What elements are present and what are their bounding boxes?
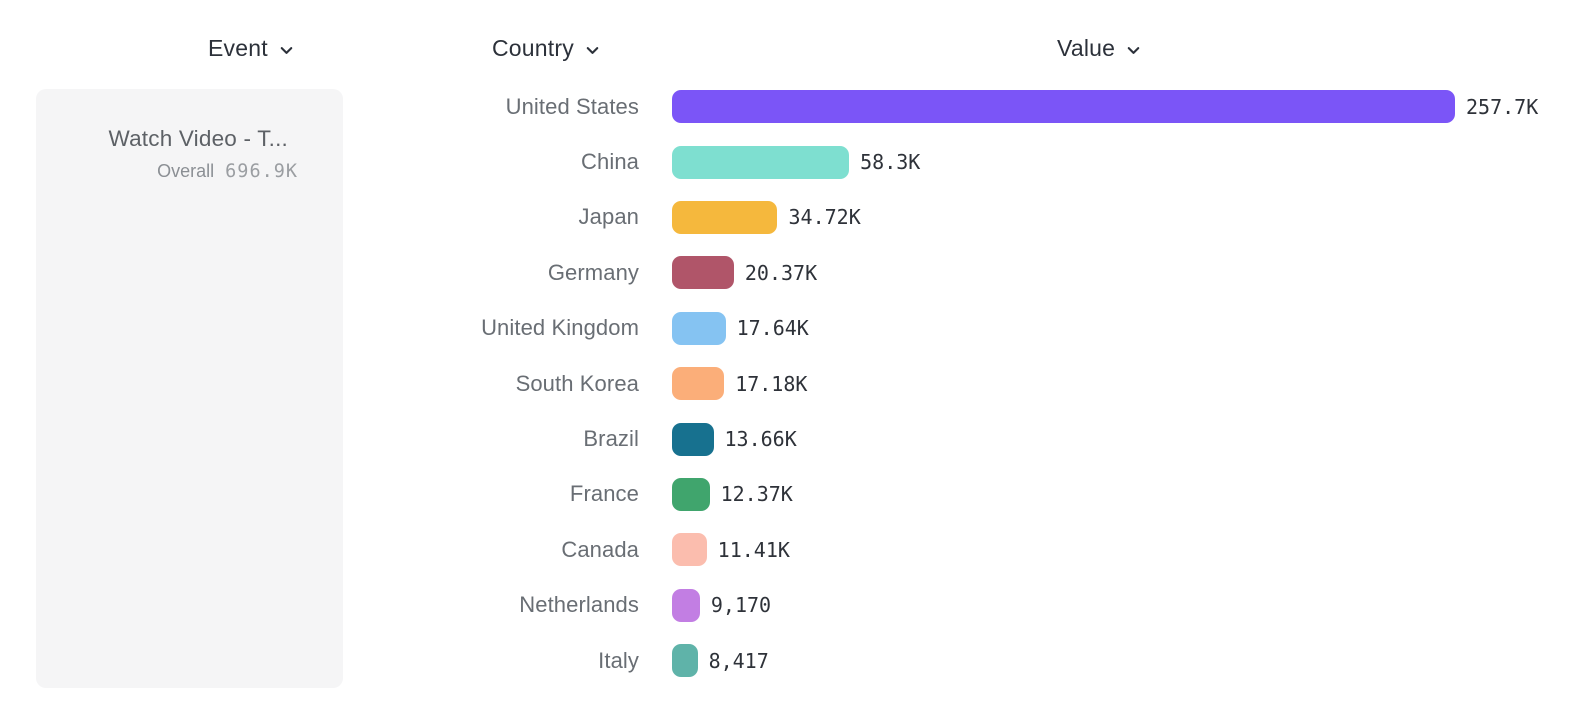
value-label: 8,417 bbox=[708, 648, 769, 673]
value-bar[interactable] bbox=[672, 256, 734, 290]
chart-row: Netherlands 9,170 bbox=[0, 578, 1584, 633]
value-column-label: Value bbox=[1057, 35, 1116, 61]
chart-row: France 12.37K bbox=[0, 467, 1584, 522]
chevron-down-icon bbox=[280, 46, 293, 54]
value-bar[interactable] bbox=[672, 311, 726, 345]
country-label: China bbox=[581, 149, 639, 175]
event-title: Watch Video - T... bbox=[108, 126, 288, 151]
value-label: 17.64K bbox=[736, 316, 809, 341]
chart-row: Canada 11.41K bbox=[0, 522, 1584, 577]
country-label: France bbox=[569, 481, 639, 507]
country-label: Brazil bbox=[583, 426, 639, 452]
country-label: Netherlands bbox=[519, 592, 639, 618]
value-bar[interactable] bbox=[672, 200, 778, 234]
event-overall-row: Overall 696.9K bbox=[54, 161, 298, 182]
country-column-label: Country bbox=[492, 35, 574, 61]
event-column-label: Event bbox=[208, 35, 268, 61]
value-label: 13.66K bbox=[724, 427, 797, 452]
value-column-header[interactable]: Value bbox=[1057, 33, 1143, 63]
chart-row: Germany 20.37K bbox=[0, 245, 1584, 300]
value-bar[interactable] bbox=[672, 90, 1455, 124]
country-label: Japan bbox=[578, 204, 639, 230]
country-label: Germany bbox=[547, 259, 639, 285]
country-label: United Kingdom bbox=[481, 315, 639, 341]
country-label: Canada bbox=[561, 536, 639, 562]
value-bar[interactable] bbox=[672, 588, 700, 622]
bar-chart: United States 257.7K China 58.3K Japan 34.72K… bbox=[0, 79, 1584, 688]
value-label: 257.7K bbox=[1466, 94, 1539, 119]
value-label: 12.37K bbox=[720, 482, 793, 507]
country-label: Italy bbox=[598, 647, 639, 673]
country-label: South Korea bbox=[515, 370, 639, 396]
chevron-down-icon bbox=[1127, 46, 1140, 54]
value-bar[interactable] bbox=[672, 422, 714, 456]
value-label: 20.37K bbox=[744, 260, 818, 285]
value-bar[interactable] bbox=[672, 367, 725, 401]
chart-row: United States 257.7K bbox=[0, 79, 1584, 134]
event-card[interactable]: Watch Video - T... Overall 696.9K bbox=[36, 89, 343, 688]
country-label: United States bbox=[505, 93, 639, 119]
chart-row: United Kingdom 17.64K bbox=[0, 301, 1584, 356]
value-bar[interactable] bbox=[672, 477, 710, 511]
chart-row: South Korea 17.18K bbox=[0, 356, 1584, 411]
country-column-header[interactable]: Country bbox=[492, 33, 602, 63]
value-bar[interactable] bbox=[672, 533, 707, 567]
chart-row: China 58.3K bbox=[0, 134, 1584, 189]
value-label: 58.3K bbox=[860, 150, 921, 175]
value-bar[interactable] bbox=[672, 145, 850, 179]
value-bar[interactable] bbox=[672, 644, 698, 678]
chart-row: Brazil 13.66K bbox=[0, 411, 1584, 466]
event-column-header[interactable]: Event bbox=[208, 33, 296, 63]
overall-label: Overall bbox=[157, 161, 215, 181]
value-label: 11.41K bbox=[717, 537, 790, 562]
value-label: 34.72K bbox=[788, 205, 861, 230]
overall-value: 696.9K bbox=[225, 161, 298, 182]
chart-row: Italy 8,417 bbox=[0, 633, 1584, 688]
value-label: 9,170 bbox=[710, 593, 772, 618]
value-label: 17.18K bbox=[735, 371, 808, 396]
chart-row: Japan 34.72K bbox=[0, 190, 1584, 245]
chevron-down-icon bbox=[586, 46, 599, 54]
